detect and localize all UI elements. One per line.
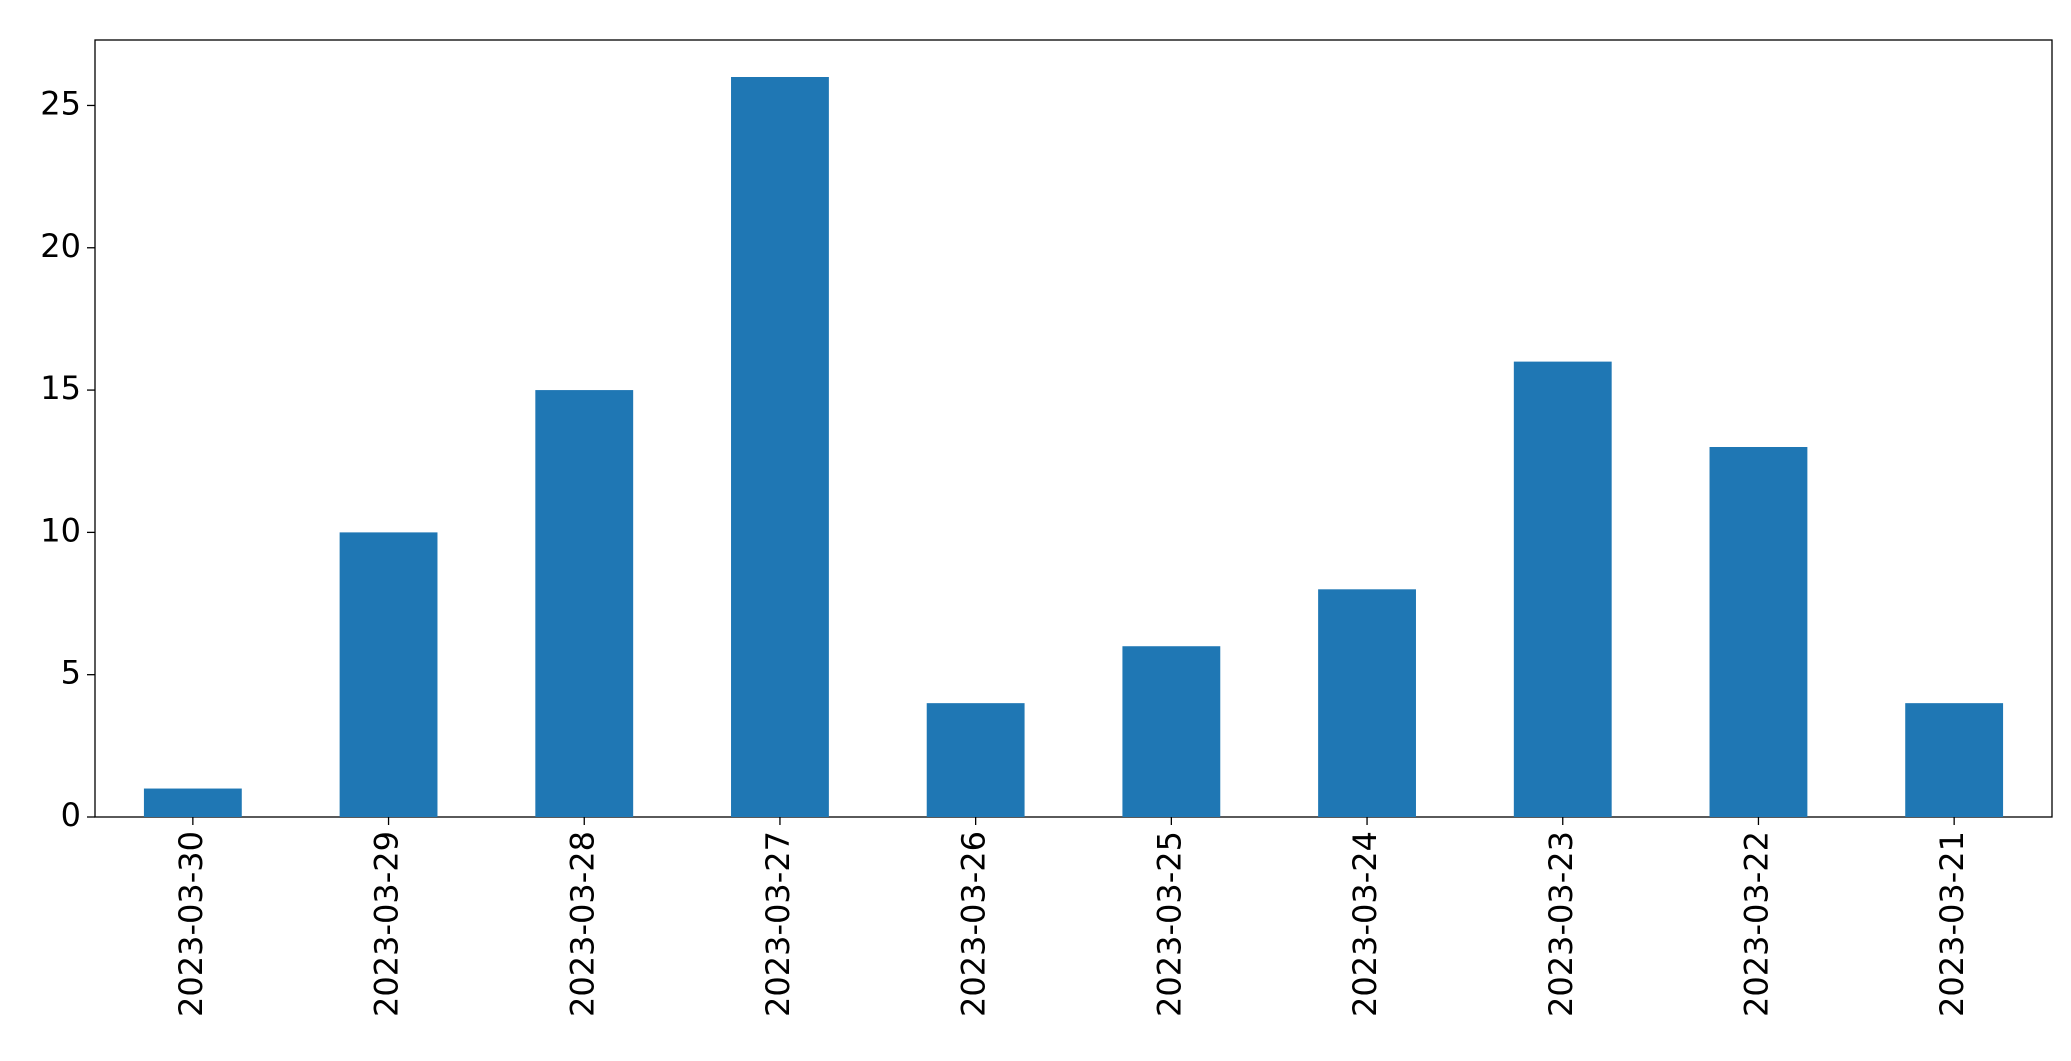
y-tick-label: 10: [40, 511, 81, 549]
bar: [926, 703, 1025, 817]
x-tick-label: 2023-03-30: [172, 831, 210, 1017]
bar: [731, 77, 829, 817]
x-tick-label: 2023-03-26: [955, 831, 993, 1017]
x-tick-label: 2023-03-28: [563, 831, 601, 1017]
bar: [1122, 646, 1221, 817]
bar: [143, 788, 242, 817]
y-tick-label: 0: [61, 796, 81, 834]
y-tick-label: 25: [40, 84, 81, 122]
plot-frame: [94, 39, 2053, 818]
x-tick-label: 2023-03-27: [759, 831, 797, 1017]
bar: [535, 390, 634, 817]
x-tick-label: 2023-03-21: [1933, 831, 1971, 1017]
bar: [1905, 703, 2004, 817]
x-tick-label: 2023-03-25: [1150, 831, 1188, 1017]
x-tick-label: 2023-03-29: [368, 831, 406, 1017]
bar: [339, 532, 438, 817]
y-tick-label: 5: [61, 654, 81, 692]
bar: [1709, 447, 1808, 817]
y-tick-label: 20: [40, 227, 81, 265]
x-tick-label: 2023-03-22: [1737, 831, 1775, 1017]
y-tick-label: 15: [40, 369, 81, 407]
x-tick-label: 2023-03-24: [1346, 831, 1384, 1017]
bar: [1513, 361, 1612, 817]
bar: [1318, 589, 1416, 817]
x-tick-label: 2023-03-23: [1542, 831, 1580, 1017]
